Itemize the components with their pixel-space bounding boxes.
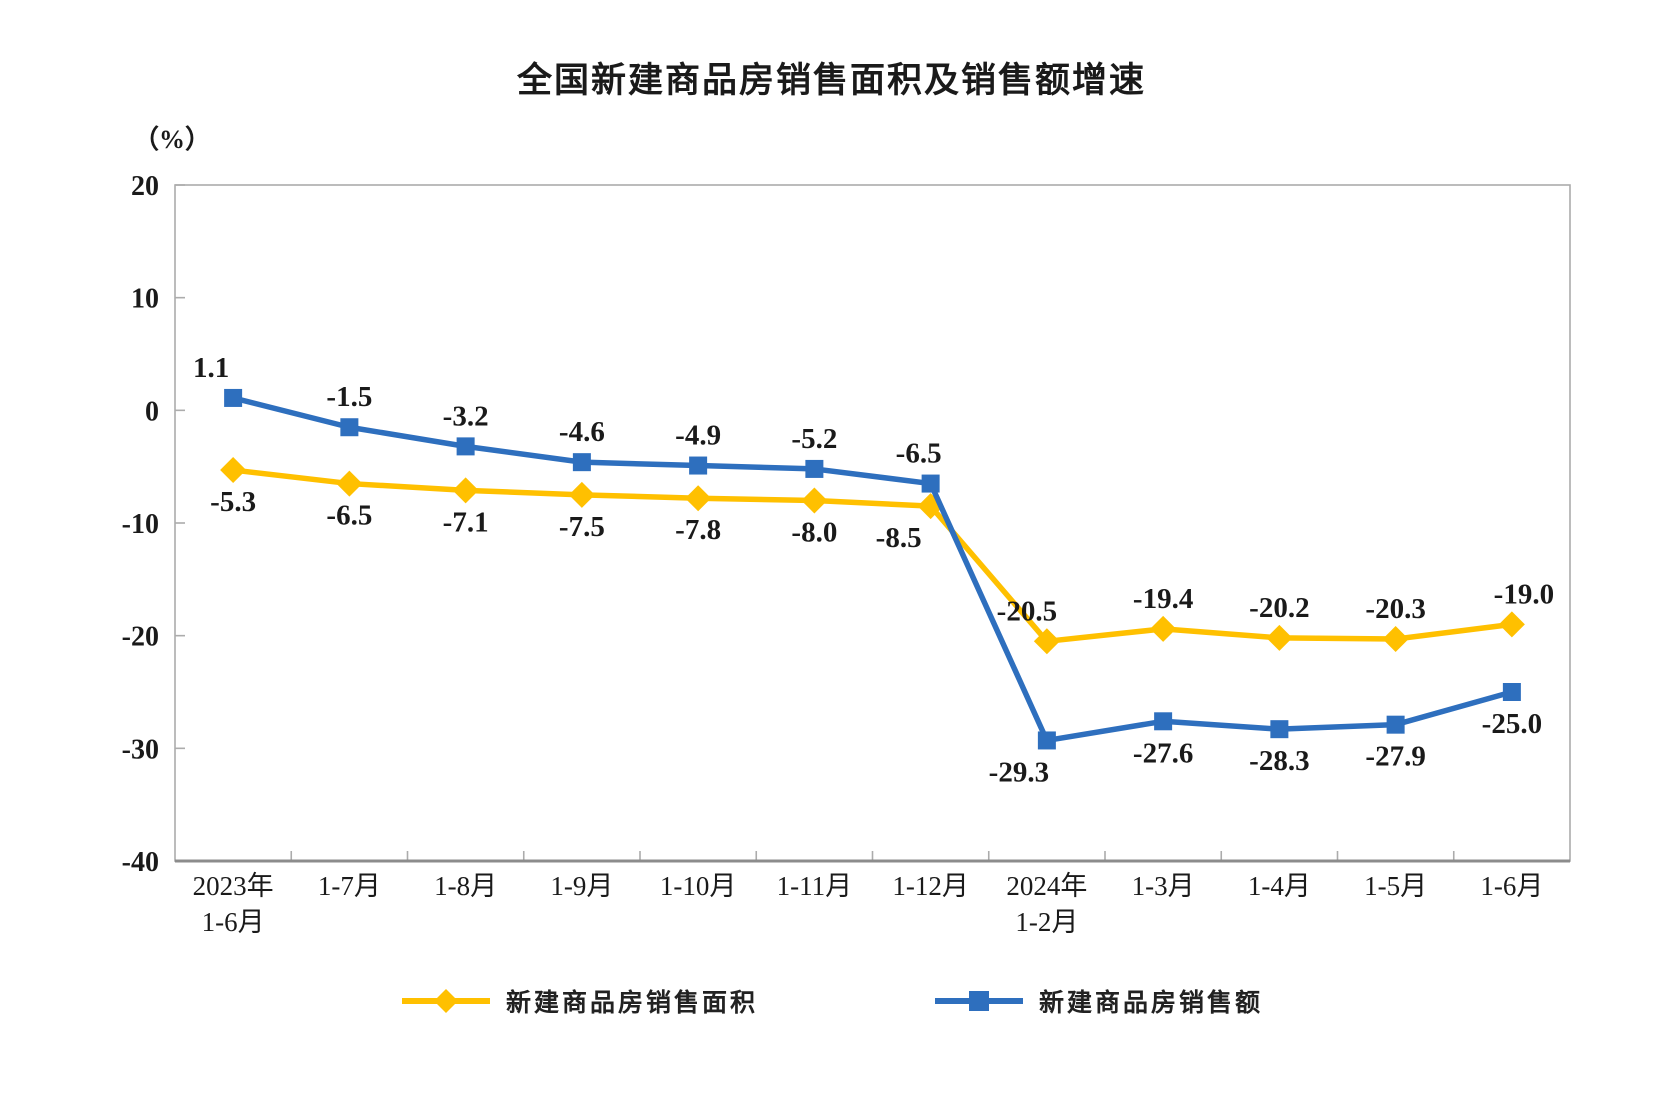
y-axis-tick-label: 10: [131, 284, 159, 315]
data-point-marker-0-1: [336, 470, 363, 497]
data-point-marker-1-6: [921, 474, 940, 493]
x-axis-category-label: 1-9月: [550, 871, 613, 901]
y-axis-tick-label: -20: [122, 622, 159, 653]
data-point-marker-0-10: [1382, 626, 1409, 653]
legend-item-sales-value: 新建商品房销售额: [933, 983, 1263, 1019]
x-axis-category-label: 2024年 1-2月: [1006, 871, 1087, 937]
data-label-0-10: -20.3: [1365, 593, 1425, 625]
data-point-marker-1-5: [805, 459, 824, 478]
legend-item-sales-area: 新建商品房销售面积: [400, 983, 758, 1019]
data-point-marker-0-9: [1266, 624, 1293, 651]
data-point-marker-1-10: [1386, 715, 1405, 734]
y-axis-tick-label: -40: [122, 847, 159, 878]
data-label-1-7: -29.3: [989, 756, 1049, 788]
data-label-1-11: -25.0: [1482, 708, 1542, 740]
data-label-0-8: -19.4: [1133, 583, 1193, 615]
x-axis-category-label: 1-4月: [1248, 871, 1311, 901]
data-point-marker-1-0: [224, 388, 243, 407]
legend-line-square-icon: [935, 991, 1023, 1011]
data-point-marker-1-11: [1502, 683, 1521, 701]
x-axis-category-label: 1-7月: [318, 871, 381, 901]
data-label-1-3: -4.6: [559, 416, 605, 448]
data-label-1-2: -3.2: [443, 400, 489, 432]
data-point-marker-0-8: [1150, 615, 1177, 642]
data-point-marker-0-2: [452, 477, 479, 504]
data-point-marker-1-3: [572, 453, 591, 472]
x-axis-category-label: 2023年 1-6月: [193, 871, 274, 937]
data-label-1-9: -28.3: [1249, 745, 1309, 777]
y-axis-tick-label: -30: [122, 734, 159, 765]
legend-label-sales-area: 新建商品房销售面积: [505, 989, 758, 1017]
data-label-1-0: 1.1: [193, 352, 229, 384]
data-label-0-6: -8.5: [876, 522, 922, 554]
data-label-0-5: -8.0: [791, 516, 837, 548]
data-point-marker-0-0: [220, 457, 247, 484]
data-label-1-10: -27.9: [1365, 741, 1425, 773]
y-axis-unit-label: （%）: [133, 125, 211, 154]
chart-title: 全国新建商品房销售面积及销售额增速: [516, 61, 1146, 100]
x-axis-category-label: 1-10月: [660, 871, 737, 901]
data-label-0-4: -7.8: [675, 514, 721, 546]
data-point-marker-0-7: [1033, 628, 1060, 655]
data-point-marker-0-11: [1498, 611, 1525, 638]
x-axis-category-label: 1-11月: [777, 871, 853, 901]
x-axis-category-label: 1-8月: [434, 871, 497, 901]
y-axis-tick-label: 20: [131, 171, 159, 202]
data-label-0-11: -19.0: [1494, 578, 1554, 610]
data-point-marker-0-4: [685, 485, 712, 512]
data-label-0-0: -5.3: [210, 486, 256, 518]
data-point-marker-1-1: [340, 418, 359, 437]
x-axis-category-label: 1-12月: [892, 871, 969, 901]
data-label-0-3: -7.5: [559, 511, 605, 543]
data-point-marker-1-2: [456, 437, 475, 456]
data-label-1-1: -1.5: [326, 381, 372, 413]
data-label-0-9: -20.2: [1249, 592, 1309, 624]
data-label-0-2: -7.1: [443, 506, 489, 538]
series-line-0: [230, 467, 1515, 645]
data-point-marker-1-8: [1154, 712, 1173, 731]
legend-label-sales-value: 新建商品房销售额: [1039, 989, 1264, 1017]
data-label-1-4: -4.9: [675, 420, 721, 452]
data-label-0-7: -20.5: [997, 595, 1057, 627]
x-axis-category-label: 1-3月: [1132, 871, 1195, 901]
chart-legend: 新建商品房销售面积 新建商品房销售额: [0, 983, 1663, 1019]
y-axis-tick-label: -10: [122, 509, 159, 540]
data-point-marker-0-3: [568, 481, 595, 508]
data-point-marker-1-4: [689, 456, 708, 475]
plot-border: [174, 184, 1571, 862]
data-label-1-5: -5.2: [791, 423, 837, 455]
data-label-1-8: -27.6: [1133, 737, 1193, 769]
y-axis-tick-label: 0: [145, 396, 159, 427]
series-line-1: [230, 395, 1515, 744]
x-axis-category-label: 1-5月: [1364, 871, 1427, 901]
x-axis-category-label: 1-6月: [1480, 871, 1543, 901]
legend-line-diamond-icon: [401, 989, 490, 1013]
data-point-marker-0-5: [801, 487, 828, 514]
data-label-1-6: -6.5: [896, 438, 942, 470]
data-label-0-1: -6.5: [326, 500, 372, 532]
data-point-marker-1-7: [1037, 731, 1056, 750]
data-point-marker-1-9: [1270, 720, 1289, 739]
